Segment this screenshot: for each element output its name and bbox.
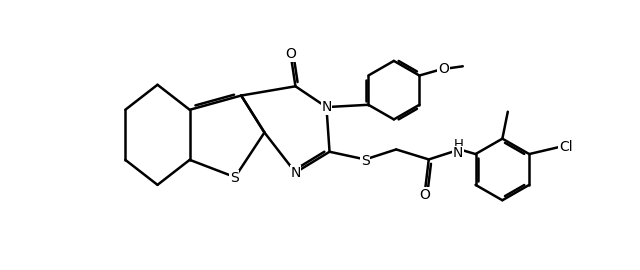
Text: N: N (321, 100, 332, 114)
Text: S: S (230, 171, 239, 185)
Text: H: H (453, 138, 463, 151)
Text: O: O (419, 188, 430, 202)
Text: O: O (438, 62, 449, 76)
Text: S: S (361, 154, 369, 168)
Text: O: O (285, 47, 296, 61)
Text: N: N (453, 146, 463, 160)
Text: Cl: Cl (559, 140, 573, 154)
Text: N: N (291, 166, 301, 180)
